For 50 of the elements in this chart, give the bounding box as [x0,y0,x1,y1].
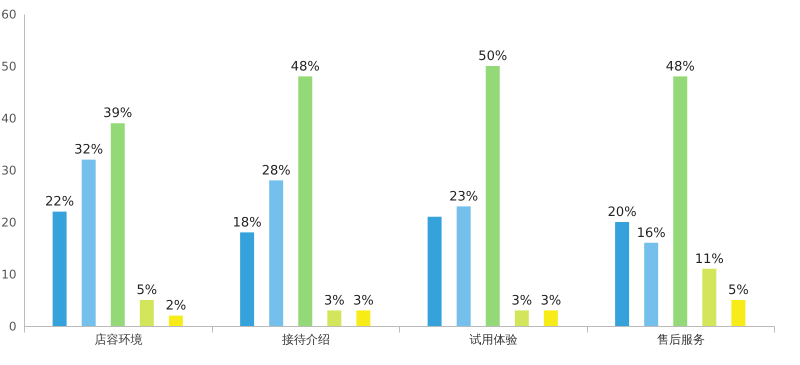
data-label: 3% [512,293,532,308]
y-tick-label: 20 [1,216,16,230]
bar [298,76,312,326]
y-tick-label: 30 [1,164,16,178]
bar [486,66,500,326]
bar [110,123,125,326]
bar [428,216,442,326]
data-label: 3% [353,293,374,308]
bar [356,310,370,326]
data-label: 3% [324,293,345,308]
bar [52,212,67,326]
data-label: 2% [166,298,186,314]
x-tick-label: 试用体验 [469,332,518,346]
data-label: 28% [262,163,291,178]
bar [269,180,284,326]
data-label: 3% [540,293,562,308]
data-label: 32% [74,142,104,158]
bar [544,310,558,326]
data-label: 20% [608,205,637,220]
data-label: 23% [449,189,478,204]
bar [240,232,254,326]
x-tick-label: 售后服务 [656,332,705,346]
bar [327,310,342,326]
x-tick-label: 店容环境 [94,332,142,346]
data-label: 5% [136,283,158,298]
bar [140,300,154,326]
bar [644,242,658,326]
data-label: 39% [103,106,132,122]
data-label: 11% [694,252,724,267]
data-label: 48% [290,59,320,74]
bar [673,76,688,326]
y-tick-label: 50 [1,60,16,74]
bar [702,268,716,326]
data-label: 16% [636,226,666,241]
y-tick-label: 60 [1,8,16,22]
y-tick-label: 40 [1,112,16,126]
bar [82,160,96,326]
data-label: 50% [478,49,508,64]
bar [168,316,183,326]
bar [456,206,471,326]
y-tick-label: 0 [8,320,16,334]
data-label: 5% [728,283,749,298]
bar [731,300,746,326]
data-label: 22% [45,194,74,210]
x-tick-label: 接待介绍 [282,332,330,346]
data-label: 48% [666,59,695,74]
y-tick-label: 10 [1,268,16,282]
bar [514,310,529,326]
bar [615,222,630,326]
data-label: 18% [232,215,262,230]
